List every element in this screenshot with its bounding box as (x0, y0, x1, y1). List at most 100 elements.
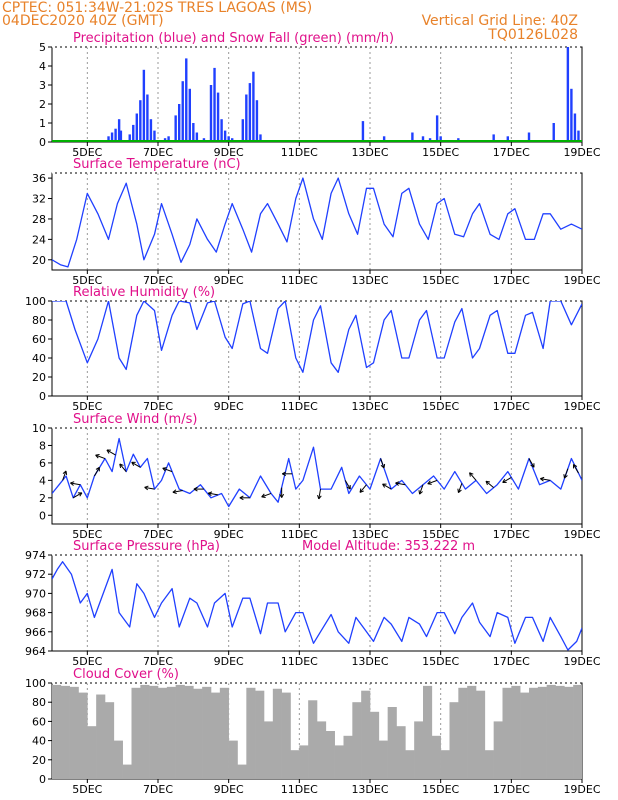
series-line (52, 177, 582, 268)
cloud-bar (69, 686, 79, 779)
wind-arrow (119, 463, 127, 472)
precip-bar (566, 47, 570, 142)
cloud-bar (529, 687, 539, 779)
y-tick-label: 968 (25, 607, 46, 620)
precip-bar (492, 134, 495, 142)
y-tick-label: 60 (32, 333, 46, 346)
precip-bar (577, 130, 580, 142)
wind-arrow (563, 468, 569, 479)
x-tick-label: 19DEC (563, 274, 600, 287)
x-tick-label: 7DEC (143, 528, 173, 541)
wind-arrow (395, 481, 406, 486)
x-tick-label: 17DEC (493, 400, 530, 413)
cloud-bar (113, 740, 123, 779)
cloud-bar (431, 735, 441, 779)
precip-bar (570, 88, 573, 142)
plot-frame (51, 46, 583, 143)
y-tick-label: 0 (39, 390, 46, 403)
precip-bar (248, 83, 252, 142)
wind-arrow (62, 470, 68, 481)
cloud-bar (184, 685, 194, 779)
y-tick-label: 0 (39, 136, 46, 149)
precip-bar (188, 88, 191, 142)
x-tick-label: 13DEC (351, 400, 388, 413)
x-tick-label: 15DEC (422, 274, 459, 287)
precip-bar (174, 115, 177, 142)
y-tick-label: 972 (25, 568, 46, 581)
chart-title: Surface Pressure (hPa) (73, 539, 220, 554)
cloud-bar (246, 687, 256, 779)
y-tick-label: 2 (39, 98, 46, 111)
y-tick-label: 80 (32, 314, 46, 327)
chart-title: Surface Wind (m/s) (73, 412, 197, 427)
y-tick-label: 0 (39, 509, 46, 522)
precip-bar (139, 100, 142, 142)
y-tick-label: 4 (39, 60, 46, 73)
x-tick-label: 11DEC (281, 528, 318, 541)
cloud-bar (343, 735, 353, 779)
precip-bar (153, 130, 156, 142)
chart-panel-4: Surface Wind (m/s) 0 2 4 6 8 10 5DEC 7DEC 9DEC 11D… (32, 412, 601, 541)
cloud-bar (387, 707, 397, 779)
x-tick-label: 13DEC (351, 783, 388, 796)
precip-bar (252, 71, 255, 142)
x-tick-label: 5DEC (72, 146, 102, 159)
precip-bar (195, 132, 199, 142)
cloud-bar (467, 685, 477, 779)
y-tick-label: 0 (39, 773, 46, 786)
cloud-bar (537, 686, 547, 779)
cloud-bar (105, 702, 115, 779)
y-tick-label: 60 (32, 715, 46, 728)
wind-arrow (261, 492, 272, 498)
x-tick-label: 7DEC (143, 400, 173, 413)
cloud-bar (193, 688, 203, 779)
y-tick-label: 8 (39, 439, 46, 452)
precip-bar (167, 136, 170, 142)
precip-bar (110, 132, 114, 142)
x-tick-label: 5DEC (72, 274, 102, 287)
y-tick-label: 20 (32, 254, 46, 267)
x-tick-label: 15DEC (422, 146, 459, 159)
chart-subtitle: Model Altitude: 353.222 m (302, 539, 475, 554)
cloud-bar (290, 750, 300, 779)
precip-bar (107, 136, 110, 142)
cloud-bar (493, 721, 503, 779)
precip-bar (149, 119, 153, 142)
chart-title: Relative Humidity (%) (73, 285, 215, 300)
precip-bar (411, 132, 414, 142)
precip-bar (573, 113, 577, 142)
chart-panel-2: Surface Temperature (nC) 20 24 28 32 36 5DEC 7D… (32, 157, 601, 287)
series-line (52, 561, 582, 651)
wind-arrow (344, 480, 351, 490)
cloud-bar (511, 685, 521, 779)
y-tick-label: 28 (32, 213, 46, 226)
x-tick-label: 7DEC (143, 783, 173, 796)
x-tick-label: 17DEC (493, 783, 530, 796)
wind-arrow (193, 486, 204, 492)
cloud-bar (414, 721, 424, 779)
wind-arrow (502, 477, 512, 483)
x-tick-label: 15DEC (422, 655, 459, 668)
wind-arrow (418, 484, 424, 495)
wind-arrow (457, 483, 463, 494)
precip-bar (114, 128, 117, 142)
precip-bar (527, 132, 531, 142)
x-tick-label: 19DEC (563, 528, 600, 541)
wind-arrow (359, 484, 367, 493)
cloud-bar (149, 685, 159, 779)
cloud-bar (520, 692, 530, 779)
cloud-bar (449, 702, 459, 779)
chart-panel-1: Precipitation (blue) and Snow Fall (gree… (39, 31, 601, 159)
y-tick-label: 40 (32, 735, 46, 748)
x-tick-label: 15DEC (422, 783, 459, 796)
cloud-bar (308, 700, 318, 779)
y-tick-label: 1 (39, 117, 46, 130)
cloud-bar (264, 721, 274, 779)
precip-bar (135, 113, 138, 142)
chart-title: Surface Temperature (nC) (73, 157, 241, 172)
wind-arrow (131, 461, 141, 468)
x-tick-label: 9DEC (214, 400, 244, 413)
cloud-bar (546, 684, 556, 779)
cloud-bar (458, 687, 468, 779)
